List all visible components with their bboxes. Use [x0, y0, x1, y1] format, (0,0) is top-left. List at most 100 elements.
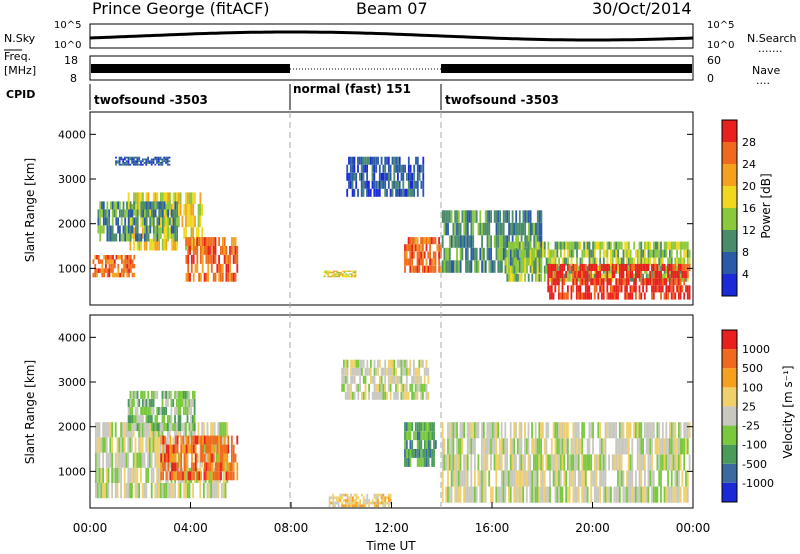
velocity-cell — [142, 399, 144, 407]
velocity-cell — [484, 438, 487, 455]
power-cell — [371, 156, 374, 165]
power-cell — [486, 210, 489, 223]
velocity-cell — [601, 438, 603, 455]
velocity-cell — [404, 367, 406, 376]
velocity-cell — [414, 449, 417, 458]
velocity-cell — [617, 486, 619, 503]
velocity-cell — [223, 462, 226, 472]
power-cell — [636, 249, 639, 258]
power-cell — [660, 271, 662, 279]
velocity-cell — [627, 470, 630, 487]
power-cell — [404, 164, 406, 173]
power-cell — [617, 249, 619, 258]
velocity-cell — [378, 493, 381, 497]
power-cell — [166, 163, 169, 166]
power-cell — [196, 255, 199, 264]
power-cell — [640, 241, 643, 250]
power-cell — [133, 238, 135, 251]
velocity-cell — [627, 486, 630, 503]
velocity-cell — [647, 438, 650, 455]
power-cell — [618, 263, 621, 271]
power-cell — [108, 268, 111, 273]
power-cell — [647, 241, 650, 250]
power-cell — [568, 273, 571, 282]
velocity-cell — [343, 504, 345, 508]
power-cell — [599, 263, 601, 271]
power-cell — [145, 162, 148, 164]
velocity-cell — [656, 422, 659, 439]
velocity-cell — [145, 467, 148, 483]
power-cell — [633, 263, 635, 271]
velocity-cell — [488, 470, 491, 487]
power-cell — [606, 271, 609, 279]
velocity-cell — [520, 470, 523, 487]
power-cell — [434, 258, 437, 266]
power-cell — [166, 156, 169, 159]
power-cell — [174, 192, 177, 204]
power-cell — [163, 201, 166, 210]
power-cell — [126, 209, 128, 218]
power-cell — [128, 255, 130, 260]
power-cell — [443, 210, 446, 223]
power-cell — [327, 271, 330, 274]
power-cell — [581, 257, 584, 266]
power-cell — [547, 249, 550, 258]
velocity-cell — [190, 399, 192, 407]
velocity-cell — [581, 470, 584, 487]
velocity-colorbar-tick-label: 1000 — [742, 343, 770, 356]
velocity-cell — [396, 383, 399, 392]
power-cell — [198, 272, 200, 282]
velocity-cell — [140, 407, 142, 415]
velocity-cell — [176, 422, 178, 438]
power-cell — [515, 247, 518, 261]
power-cell — [220, 272, 222, 282]
velocity-cell — [513, 438, 516, 455]
power-cell — [136, 217, 139, 226]
power-cell — [540, 265, 543, 274]
velocity-cell — [179, 399, 182, 407]
power-cell — [595, 278, 598, 286]
velocity-cell — [142, 407, 144, 415]
power-cell — [531, 222, 534, 236]
velocity-cell — [543, 438, 546, 455]
velocity-cell — [384, 499, 387, 502]
power-cell — [323, 274, 326, 276]
velocity-cell — [140, 437, 142, 453]
power-cell — [497, 210, 500, 223]
velocity-cell — [154, 437, 157, 453]
velocity-cell — [500, 422, 503, 439]
velocity-cell — [212, 483, 214, 499]
velocity-cell — [232, 471, 235, 481]
velocity-cell — [387, 367, 390, 376]
power-cell — [229, 263, 231, 273]
power-cell — [508, 257, 510, 266]
velocity-cell — [129, 467, 131, 483]
power-cell — [97, 209, 100, 218]
velocity-cell — [171, 453, 173, 463]
power-cell — [538, 222, 541, 236]
velocity-cell — [100, 437, 103, 453]
velocity-cell — [163, 415, 166, 424]
velocity-cell — [676, 454, 678, 471]
power-cell — [371, 164, 374, 173]
velocity-cell — [463, 486, 465, 503]
power-cell — [161, 158, 164, 161]
power-cell — [593, 257, 596, 266]
power-cell — [167, 192, 169, 204]
power-cell — [515, 257, 518, 266]
power-cell — [431, 237, 433, 245]
velocity-cell — [98, 467, 101, 483]
velocity-cell — [597, 454, 600, 471]
power-cell — [685, 285, 687, 293]
velocity-cell — [352, 375, 354, 384]
velocity-cell — [214, 462, 217, 472]
velocity-cell — [685, 486, 687, 503]
power-cell — [96, 272, 98, 278]
velocity-cell — [407, 449, 410, 458]
power-cell — [221, 272, 224, 282]
power-cell — [352, 274, 355, 276]
velocity-cell — [558, 486, 560, 503]
power-cell — [486, 247, 489, 261]
power-cell — [663, 278, 666, 286]
power-cell — [152, 225, 155, 234]
